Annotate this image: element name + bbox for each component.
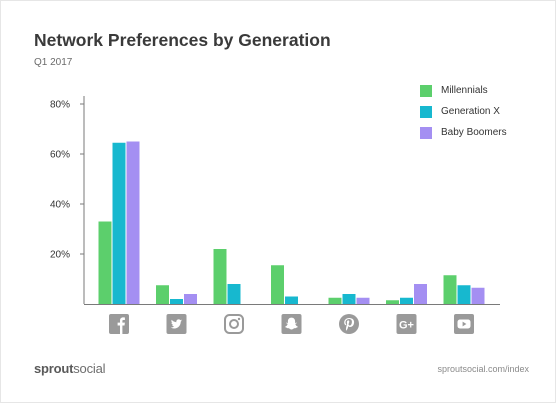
twitter-icon: [166, 314, 187, 334]
bar-millennials-pinterest: [328, 297, 342, 304]
legend-item-generation-x: Generation X: [420, 101, 507, 122]
google-plus-icon: G+: [396, 314, 417, 334]
legend: Millennials Generation X Baby Boomers: [420, 80, 507, 143]
bar-generation-x-facebook: [112, 142, 126, 304]
pinterest-icon: [339, 314, 359, 334]
y-tick-label: 60%: [50, 150, 70, 161]
bar-generation-x-twitter: [170, 299, 183, 304]
legend-item-millennials: Millennials: [420, 80, 507, 101]
brand-light: social: [73, 361, 106, 376]
chart-title: Network Preferences by Generation: [34, 30, 331, 50]
bar-millennials-snapchat: [271, 265, 284, 304]
snapchat-icon: [281, 314, 302, 334]
facebook-icon: [109, 314, 129, 334]
bar-baby-boomers-pinterest: [356, 297, 370, 304]
source-url: sproutsocial.com/index: [437, 364, 529, 374]
bar-generation-x-youtube: [457, 285, 471, 304]
bar-generation-x-google-plus: [400, 297, 413, 304]
y-tick-label: 80%: [50, 100, 70, 111]
bar-millennials-facebook: [98, 221, 112, 304]
chart-subtitle: Q1 2017: [34, 57, 73, 68]
legend-item-baby-boomers: Baby Boomers: [420, 122, 507, 143]
legend-swatch-generation-x: [420, 105, 432, 118]
bar-millennials-instagram: [213, 249, 227, 304]
bar-millennials-twitter: [156, 285, 169, 304]
y-tick-label: 20%: [50, 250, 70, 261]
legend-label-millennials: Millennials: [441, 85, 488, 96]
legend-label-baby-boomers: Baby Boomers: [441, 127, 507, 138]
y-tick-label: 40%: [50, 200, 70, 211]
bar-generation-x-instagram: [227, 284, 241, 304]
bar-baby-boomers-twitter: [184, 294, 197, 304]
youtube-icon: [454, 314, 474, 334]
instagram-icon: [224, 314, 244, 334]
bar-millennials-google-plus: [386, 300, 399, 304]
brand-bold: sprout: [34, 361, 74, 376]
bar-baby-boomers-facebook: [126, 141, 140, 304]
bar-baby-boomers-google-plus: [414, 284, 427, 304]
bar-baby-boomers-youtube: [471, 287, 485, 304]
bar-millennials-youtube: [443, 275, 457, 304]
legend-swatch-baby-boomers: [420, 126, 432, 139]
svg-text:G+: G+: [399, 320, 414, 332]
bar-generation-x-snapchat: [285, 296, 298, 304]
legend-label-generation-x: Generation X: [441, 106, 500, 117]
brand-logo: sproutsocial: [34, 361, 105, 376]
bar-generation-x-pinterest: [342, 294, 356, 304]
legend-swatch-millennials: [420, 84, 432, 97]
